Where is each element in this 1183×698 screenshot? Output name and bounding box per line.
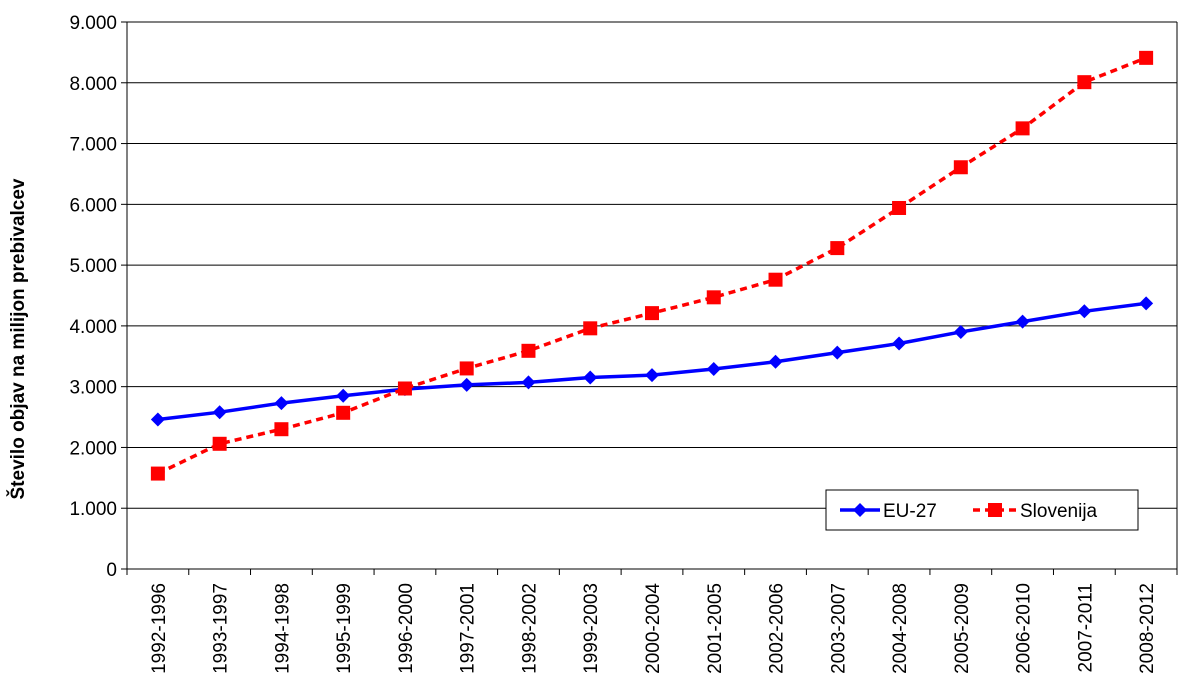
data-point-slovenija [1139, 50, 1154, 65]
y-axis-title: Število objav na milijon prebivalcev [7, 178, 29, 499]
y-tick-label: 0 [106, 560, 117, 581]
x-tick-label: 1995-1999 [334, 583, 355, 674]
data-point-eu-27 [459, 377, 474, 392]
data-point-slovenija [274, 422, 289, 437]
data-point-slovenija [706, 290, 721, 305]
data-point-eu-27 [768, 354, 783, 369]
data-point-eu-27 [892, 336, 907, 351]
x-tick-label: 2007-2011 [1075, 583, 1096, 672]
x-tick-label: 1993-1997 [211, 583, 232, 674]
y-tick-label: 5.000 [69, 256, 117, 277]
x-tick-label: 1994-1998 [272, 583, 293, 674]
y-tick-label: 4.000 [69, 317, 117, 338]
y-axis: 0 1.000 2.000 3.000 4.000 5.000 6.000 7.000 8.00… [69, 13, 128, 581]
x-tick-label: 1997-2001 [458, 583, 479, 674]
x-tick-label: 1999-2003 [581, 583, 602, 674]
legend: EU-27 Slovenija [825, 489, 1139, 531]
data-point-slovenija [768, 272, 783, 287]
x-tick-label: 2003-2007 [828, 583, 849, 674]
x-axis: 1992-1996 1993-1997 1994-1998 1995-1999 1996… [126, 568, 1178, 674]
x-tick-label: 2000-2004 [643, 583, 664, 674]
data-point-slovenija [892, 200, 907, 215]
x-tick-label: 1992-1996 [149, 583, 170, 674]
data-point-slovenija [397, 381, 412, 396]
x-tick-label: 2006-2010 [1014, 583, 1035, 674]
data-point-eu-27 [645, 368, 659, 383]
data-point-slovenija [1015, 121, 1030, 136]
data-point-eu-27 [1139, 296, 1154, 311]
data-point-eu-27 [1015, 314, 1030, 329]
x-tick-label: 1998-2002 [519, 583, 540, 674]
data-point-slovenija [150, 466, 165, 481]
gridlines [127, 21, 1178, 569]
y-tick-label: 9.000 [69, 13, 117, 34]
data-point-slovenija [1077, 75, 1092, 90]
data-point-eu-27 [706, 362, 721, 377]
data-point-eu-27 [521, 375, 536, 390]
series-line-eu-27 [157, 301, 1147, 422]
legend-slovenija-label: Slovenija [1020, 501, 1098, 522]
data-point-slovenija [830, 241, 845, 256]
data-point-slovenija [583, 321, 598, 336]
x-tick-label: 2004-2008 [890, 583, 911, 674]
data-point-slovenija [645, 306, 659, 321]
data-point-eu-27 [583, 370, 598, 385]
legend-eu27-marker [853, 503, 867, 517]
data-point-eu-27 [953, 324, 968, 339]
data-point-slovenija [212, 436, 227, 451]
series-lines [150, 50, 1154, 481]
data-point-slovenija [521, 343, 536, 358]
data-point-eu-27 [212, 405, 227, 420]
data-point-eu-27 [336, 388, 351, 403]
data-point-eu-27 [1077, 304, 1092, 319]
data-point-eu-27 [150, 412, 165, 427]
legend-slovenija-marker [988, 503, 1002, 517]
data-point-eu-27 [274, 396, 289, 411]
x-tick-label: 2001-2005 [705, 583, 726, 674]
series-line-slovenija [157, 56, 1147, 476]
x-tick-label: 2005-2009 [952, 583, 973, 674]
y-tick-label: 3.000 [69, 378, 117, 399]
x-tick-label: 2002-2006 [767, 583, 788, 674]
data-point-eu-27 [830, 345, 845, 360]
y-tick-label: 6.000 [69, 195, 117, 216]
x-tick-label: 2008-2012 [1137, 583, 1158, 674]
legend-eu27-label: EU-27 [883, 501, 937, 522]
data-point-slovenija [336, 405, 351, 420]
y-tick-label: 7.000 [69, 135, 117, 156]
data-point-slovenija [953, 160, 968, 175]
x-tick-label: 1996-2000 [396, 583, 417, 674]
y-tick-label: 2.000 [69, 438, 117, 459]
y-tick-label: 1.000 [69, 499, 117, 520]
data-point-slovenija [459, 361, 474, 376]
y-tick-label: 8.000 [69, 74, 117, 95]
